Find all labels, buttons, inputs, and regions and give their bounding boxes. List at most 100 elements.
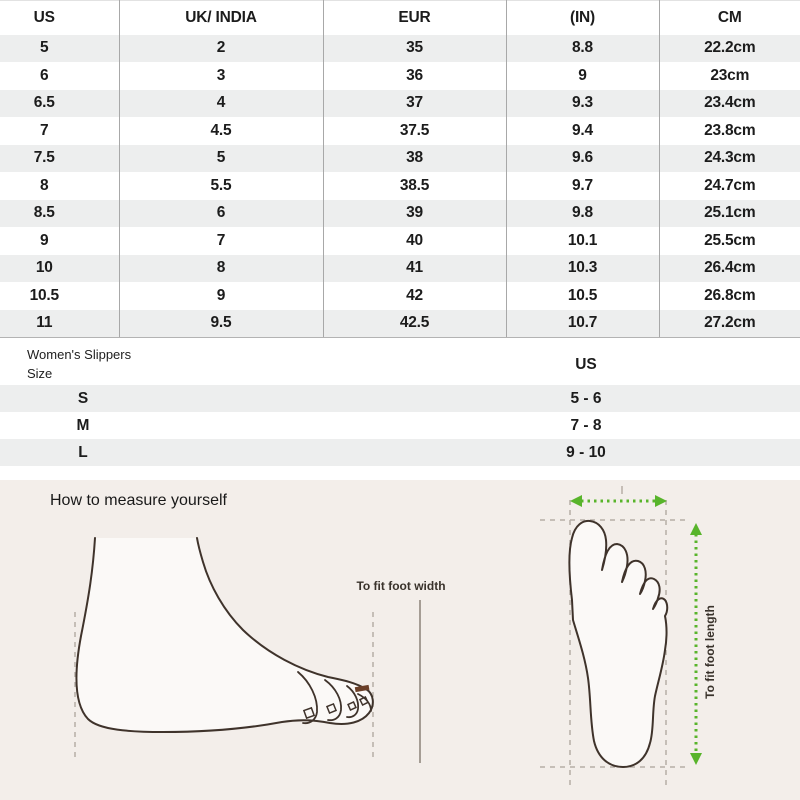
size-conversion-table: US UK/ INDIA EUR (IN) CM 5 2 35 8.8 22.2… bbox=[0, 0, 800, 338]
col-header-eur: EUR bbox=[322, 0, 506, 35]
slipper-size-label: S bbox=[77, 390, 89, 407]
slipper-us-value: 5 - 6 bbox=[570, 390, 602, 407]
big-toe-nail bbox=[354, 684, 370, 693]
measure-illustrations: To fit foot width bbox=[74, 486, 717, 786]
size-cell: 41 bbox=[322, 254, 506, 282]
size-cell: 38.5 bbox=[322, 172, 506, 200]
table-row: 10 8 41 10.3 26.4cm bbox=[0, 254, 800, 282]
size-cell: 37 bbox=[322, 89, 506, 117]
slipper-row-l: L 9 - 10 bbox=[0, 439, 800, 466]
slippers-header: Women's Slippers Size US bbox=[0, 343, 800, 385]
col-header-uk-india: UK/ INDIA bbox=[118, 0, 323, 35]
foot-toes-detail bbox=[297, 671, 372, 725]
foot-top-view-illustration: To fit foot length bbox=[540, 486, 717, 786]
size-cell: 42.5 bbox=[322, 309, 506, 338]
size-cell: 35 bbox=[322, 34, 506, 62]
size-cell: 9 bbox=[118, 282, 323, 310]
size-cell: 8 bbox=[118, 254, 323, 282]
table-row: 6 3 36 9 23cm bbox=[0, 62, 800, 90]
size-cell: 10.1 bbox=[505, 227, 659, 255]
table-row: 9 7 40 10.1 25.5cm bbox=[0, 227, 800, 255]
size-cell: 27.2cm bbox=[658, 309, 800, 338]
size-cell: 9 bbox=[505, 62, 659, 90]
table-row: 6.5 4 37 9.3 23.4cm bbox=[0, 89, 800, 117]
length-label: To fit foot length bbox=[703, 605, 717, 699]
size-cell: 10.7 bbox=[505, 309, 659, 338]
size-cell: 25.1cm bbox=[658, 199, 800, 227]
slipper-us-value: 9 - 10 bbox=[566, 444, 606, 461]
foot-sole-outline bbox=[568, 519, 669, 768]
size-cell: 38 bbox=[322, 144, 506, 172]
size-cell: 25.5cm bbox=[658, 227, 800, 255]
size-cell: 8 bbox=[40, 176, 49, 194]
slipper-us-value: 7 - 8 bbox=[570, 417, 602, 434]
size-table-header: US UK/ INDIA EUR (IN) CM bbox=[0, 0, 800, 35]
size-cell: 9.4 bbox=[505, 117, 659, 145]
size-cell: 9.8 bbox=[505, 199, 659, 227]
col-header-in: (IN) bbox=[505, 0, 659, 35]
size-cell: 2 bbox=[118, 34, 323, 62]
length-arrow bbox=[690, 523, 702, 765]
foot-side-view-illustration: To fit foot width bbox=[74, 537, 446, 763]
slippers-title-line1: Women's Slippers bbox=[27, 347, 132, 362]
size-cell: 5 bbox=[0, 34, 119, 62]
size-cell: 23.4cm bbox=[658, 89, 800, 117]
size-cell: 8.8 bbox=[505, 34, 659, 62]
slippers-title: Women's Slippers Size bbox=[27, 345, 131, 383]
size-cell: 42 bbox=[322, 282, 506, 310]
size-cell: 4.5 bbox=[118, 117, 323, 145]
size-cell: 9.7 bbox=[505, 172, 659, 200]
size-cell: 26.4cm bbox=[658, 254, 800, 282]
table-row: 8 5.5 38.5 9.7 24.7cm bbox=[0, 172, 800, 200]
size-cell: 7.5 bbox=[0, 144, 119, 172]
size-cell: 23.8cm bbox=[658, 117, 800, 145]
size-cell: 26.8cm bbox=[658, 282, 800, 310]
slippers-us-header: US bbox=[575, 356, 597, 373]
size-cell: 6 bbox=[118, 199, 323, 227]
size-cell: 5.5 bbox=[118, 172, 323, 200]
size-cell: 10.5 bbox=[505, 282, 659, 310]
slippers-title-line2: Size bbox=[27, 366, 53, 381]
size-cell: 3 bbox=[118, 62, 323, 90]
slipper-size-label: L bbox=[78, 444, 88, 461]
size-cell: 4 bbox=[118, 89, 323, 117]
table-row: 7 4.5 37.5 9.4 23.8cm bbox=[0, 117, 800, 145]
measure-section: How to measure yourself bbox=[0, 480, 800, 800]
size-cell: 8.5 bbox=[0, 199, 119, 227]
size-cell: 39 bbox=[322, 199, 506, 227]
size-cell: 24.7cm bbox=[658, 172, 800, 200]
col-header-cm: CM bbox=[658, 0, 800, 35]
slippers-rows: S 5 - 6 M 7 - 8 L 9 - 10 bbox=[0, 385, 800, 466]
size-cell: 6 bbox=[40, 66, 49, 84]
table-row: 10.5 9 42 10.5 26.8cm bbox=[0, 282, 800, 310]
size-cell: 5 bbox=[118, 144, 323, 172]
slipper-row-m: M 7 - 8 bbox=[0, 412, 800, 439]
width-arrow bbox=[570, 495, 667, 507]
size-cell: 9.6 bbox=[505, 144, 659, 172]
size-cell: 9.5 bbox=[118, 309, 323, 338]
table-row: 8.5 6 39 9.8 25.1cm bbox=[0, 199, 800, 227]
header-row: US UK/ INDIA EUR (IN) CM bbox=[0, 0, 800, 35]
size-cell: 10.5 bbox=[29, 286, 60, 304]
table-row: 5 2 35 8.8 22.2cm bbox=[0, 34, 800, 62]
size-cell: 40 bbox=[322, 227, 506, 255]
size-cell: 24.3cm bbox=[658, 144, 800, 172]
foot-side-outline bbox=[75, 537, 374, 733]
size-cell: 9 bbox=[40, 231, 49, 249]
size-cell: 37.5 bbox=[322, 117, 506, 145]
size-cell: 9.3 bbox=[505, 89, 659, 117]
size-cell: 36 bbox=[322, 62, 506, 90]
table-row: 11 9.5 42.5 10.7 27.2cm bbox=[0, 309, 800, 338]
size-cell: 23cm bbox=[658, 62, 800, 90]
slippers-size-section: Women's Slippers Size US S 5 - 6 M 7 - 8… bbox=[0, 343, 800, 466]
slipper-size-label: M bbox=[76, 417, 90, 434]
size-table-body: 5 2 35 8.8 22.2cm 6 3 36 9 23cm 6.5 4 37… bbox=[0, 34, 800, 338]
size-cell: 11 bbox=[0, 309, 119, 338]
size-cell: 7 bbox=[118, 227, 323, 255]
size-cell: 7 bbox=[40, 121, 49, 139]
table-row: 7.5 5 38 9.6 24.3cm bbox=[0, 144, 800, 172]
size-cell: 10.3 bbox=[505, 254, 659, 282]
size-cell: 22.2cm bbox=[658, 34, 800, 62]
col-header-us: US bbox=[0, 0, 119, 35]
width-label: To fit foot width bbox=[356, 579, 445, 593]
